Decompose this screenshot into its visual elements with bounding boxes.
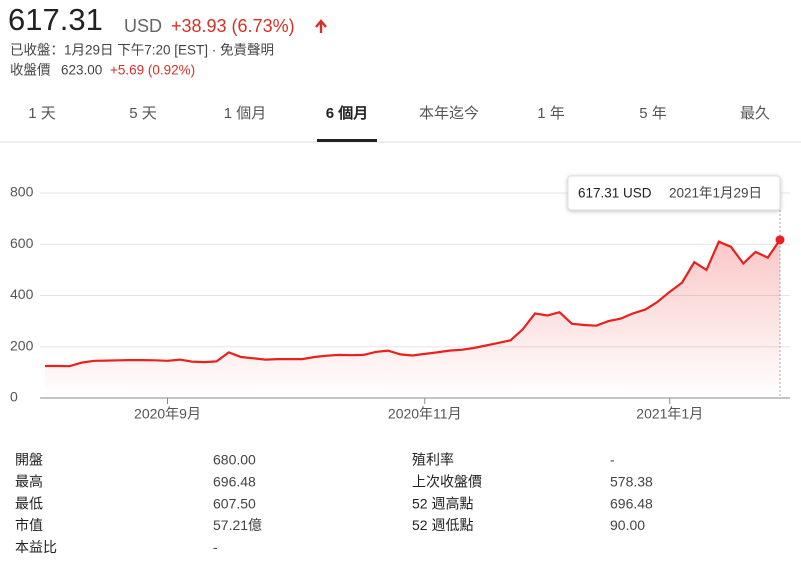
stat-value: -	[213, 539, 218, 555]
stat-value: 578.38	[610, 474, 653, 490]
y-tick-label: 800	[10, 184, 34, 200]
tooltip-date: 2021年1月29日	[669, 186, 762, 201]
tab[interactable]: 本年迄今	[419, 105, 479, 122]
tab[interactable]: 最久	[740, 105, 770, 122]
stat-value: 680.00	[213, 452, 256, 468]
stat-label: 最高	[15, 474, 43, 490]
tooltip	[567, 175, 781, 211]
tab[interactable]: 6 個月	[326, 104, 369, 122]
tab[interactable]: 1 年	[537, 105, 565, 122]
y-tick-label: 200	[10, 337, 34, 353]
tab[interactable]: 5 天	[129, 105, 157, 122]
stat-label: 上次收盤價	[412, 474, 482, 490]
stat-label: 殖利率	[412, 452, 454, 468]
close-change: +5.69 (0.92%)	[110, 63, 195, 78]
stat-value: -	[610, 452, 615, 468]
close-label: 收盤價	[10, 63, 51, 78]
x-tick-label: 2020年11月	[388, 406, 462, 422]
x-tick-label: 2020年9月	[134, 406, 201, 422]
stat-value: 696.48	[610, 495, 653, 511]
stat-label: 52 週高點	[412, 495, 473, 511]
up-arrow	[315, 19, 327, 33]
y-tick-label: 400	[10, 286, 34, 302]
stat-value: 696.48	[213, 474, 256, 490]
stat-label: 最低	[15, 495, 43, 511]
price-line	[45, 239, 781, 368]
close-price: 623.00	[61, 63, 102, 78]
tab[interactable]: 1 天	[28, 105, 56, 122]
tab[interactable]: 1 個月	[224, 105, 267, 122]
tab-underline	[317, 139, 377, 142]
area	[45, 239, 780, 398]
stat-value: 57.21億	[213, 517, 262, 533]
x-tick-label: 2021年1月	[636, 406, 703, 422]
y-tick-label: 600	[10, 235, 34, 251]
currency: USD	[124, 16, 162, 36]
status: 已收盤：1月29日 下午7:20 [EST] · 免責聲明	[10, 42, 274, 58]
stat-label: 本益比	[15, 539, 57, 555]
stat-label: 市值	[15, 517, 43, 533]
y-tick-label: 0	[10, 389, 18, 405]
stat-label: 52 週低點	[412, 517, 473, 533]
stat-label: 開盤	[15, 452, 43, 468]
stat-value: 607.50	[213, 495, 256, 511]
price: 617.31	[8, 2, 103, 37]
tab[interactable]: 5 年	[639, 105, 667, 122]
stat-value: 90.00	[610, 517, 645, 533]
end-dot	[775, 235, 785, 245]
tooltip-value: 617.31 USD	[578, 186, 652, 201]
change: +38.93 (6.73%)	[171, 16, 295, 36]
